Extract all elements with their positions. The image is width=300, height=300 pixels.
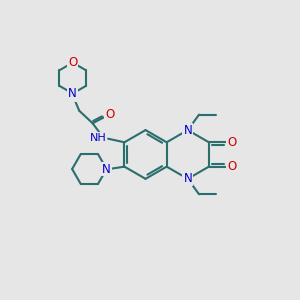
- Text: O: O: [105, 108, 114, 122]
- Text: NH: NH: [90, 133, 106, 143]
- Text: N: N: [183, 124, 192, 136]
- Text: N: N: [102, 163, 111, 176]
- Text: O: O: [68, 56, 77, 69]
- Text: N: N: [183, 172, 192, 185]
- Text: O: O: [227, 160, 237, 173]
- Text: N: N: [68, 87, 77, 100]
- Text: O: O: [227, 136, 237, 149]
- Text: N: N: [102, 163, 111, 176]
- Text: N: N: [68, 88, 77, 101]
